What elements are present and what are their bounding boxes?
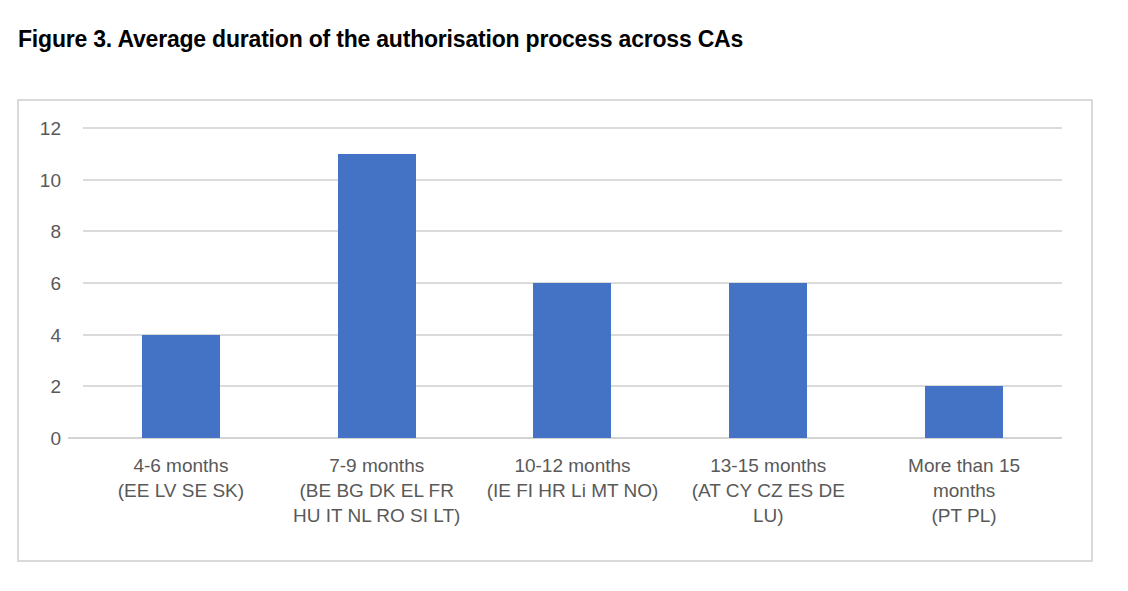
bars	[83, 128, 1062, 438]
x-category-label: 7-9 months (BE BG DK EL FR HU IT NL RO S…	[279, 453, 475, 528]
bar-10-12-months	[533, 283, 611, 438]
y-tick-label: 2	[50, 377, 61, 396]
y-tick-label: 0	[50, 429, 61, 448]
y-tick-label: 4	[50, 325, 61, 344]
bar-chart: 12 10 8 6 4 2 0	[17, 99, 1093, 562]
x-category-label: 10-12 months (IE FI HR Li MT NO)	[475, 453, 671, 528]
bar-7-9-months	[338, 154, 416, 438]
x-category-label: 13-15 months (AT CY CZ ES DE LU)	[670, 453, 866, 528]
bar-slot	[83, 128, 279, 438]
bar-slot	[670, 128, 866, 438]
y-tick-label: 8	[50, 222, 61, 241]
x-axis-labels: 4-6 months (EE LV SE SK) 7-9 months (BE …	[83, 453, 1062, 528]
bar-4-6-months	[142, 335, 220, 438]
figure-page: Figure 3. Average duration of the author…	[0, 0, 1128, 591]
bar-more-than-15-months	[925, 386, 1003, 438]
bar-slot	[866, 128, 1062, 438]
bar-slot	[475, 128, 671, 438]
bar-slot	[279, 128, 475, 438]
y-tick-label: 6	[50, 274, 61, 293]
y-tick-label: 10	[40, 170, 61, 189]
plot-area: 12 10 8 6 4 2 0	[83, 128, 1062, 438]
y-tick-label: 12	[40, 119, 61, 138]
x-category-label: 4-6 months (EE LV SE SK)	[83, 453, 279, 528]
figure-title: Figure 3. Average duration of the author…	[18, 26, 743, 53]
bar-13-15-months	[729, 283, 807, 438]
x-category-label: More than 15 months (PT PL)	[866, 453, 1062, 528]
